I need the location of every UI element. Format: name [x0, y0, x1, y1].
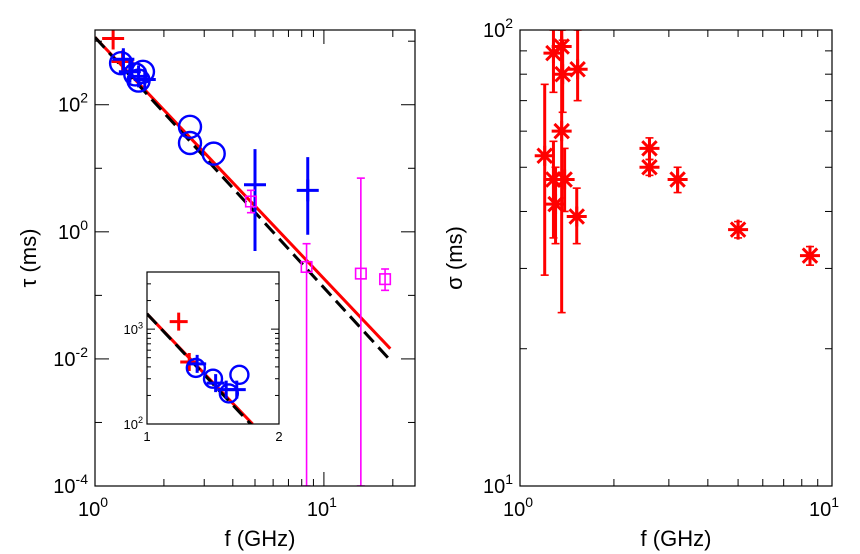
y-tick-label: 10-2 [53, 344, 88, 371]
data-point [543, 43, 564, 64]
y-tick-label: 102 [483, 15, 513, 42]
y-tick-label: 100 [58, 217, 88, 244]
inset-x-tick-label: 2 [275, 429, 282, 444]
data-point [354, 267, 367, 280]
series-blue-crosses [112, 48, 319, 251]
right-plot-frame [519, 29, 833, 487]
data-point [567, 59, 588, 80]
inset-y-tick-label: 103 [123, 320, 143, 337]
data-point [552, 64, 573, 85]
series-magenta-squares [244, 177, 392, 486]
data-point [244, 173, 266, 196]
data-point [551, 121, 572, 142]
data-point [218, 383, 240, 404]
data-point [169, 312, 188, 331]
data-point [728, 219, 749, 240]
x-tick-label: 101 [307, 494, 337, 521]
inset-plot-area [147, 312, 254, 424]
x-tick-label: 101 [809, 494, 839, 521]
data-point [202, 368, 224, 389]
data-point [112, 48, 135, 71]
left-plot-frame [94, 29, 416, 487]
data-point [229, 364, 250, 386]
y-tick-label: 101 [483, 471, 513, 498]
series-red-asterisks [534, 30, 820, 314]
data-point [133, 68, 156, 91]
data-point [300, 260, 313, 274]
inset-x-tick-label: 1 [143, 429, 150, 444]
y-axis-label: σ (ms) [442, 226, 467, 290]
y-axis-label: τ (ms) [16, 229, 41, 288]
series-blue-circles [185, 357, 250, 404]
data-point [102, 30, 125, 50]
data-point [244, 195, 257, 208]
x-axis-label: f (GHz) [225, 526, 296, 551]
data-point [566, 206, 587, 227]
data-point [185, 357, 207, 379]
data-point [201, 141, 226, 166]
series-blue-circles [108, 51, 226, 166]
x-tick-label: 100 [78, 494, 108, 521]
data-point [639, 138, 660, 159]
y-tick-label: 10-4 [53, 471, 88, 498]
x-axis-label: f (GHz) [641, 526, 712, 551]
inset-frame [146, 271, 280, 425]
inset-y-tick-label: 102 [123, 415, 143, 432]
data-point [534, 145, 555, 166]
data-point [639, 157, 660, 178]
data-point [177, 130, 203, 156]
fit-line-black-fit [147, 312, 253, 424]
data-point [799, 245, 820, 266]
data-point [667, 169, 688, 190]
x-tick-label: 100 [503, 494, 533, 521]
data-point [177, 114, 203, 139]
data-point [554, 169, 575, 190]
right-plot-area [534, 30, 820, 314]
inset-background [147, 272, 279, 424]
right-x-ticks [519, 30, 833, 486]
data-point [379, 273, 392, 286]
data-point [296, 179, 319, 202]
data-point [543, 169, 564, 190]
right-y-ticks [520, 29, 832, 487]
left-plot-area [95, 30, 392, 486]
y-tick-label: 102 [58, 90, 88, 117]
data-point [545, 194, 566, 215]
